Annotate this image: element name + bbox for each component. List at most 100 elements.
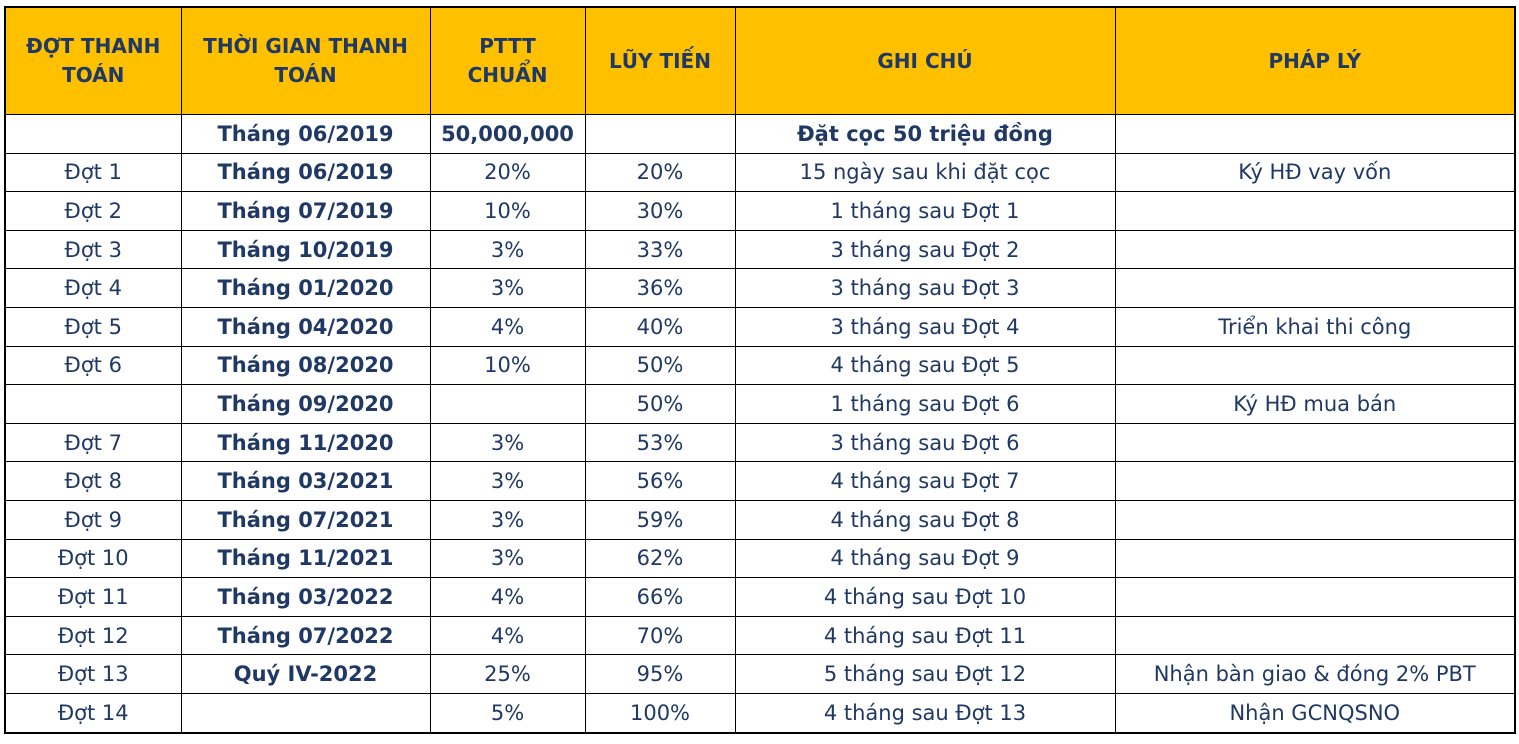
- table-cell: 40%: [584, 306, 736, 347]
- table-cell: Đặt cọc 50 triệu đồng: [734, 114, 1116, 154]
- table-cell: [4, 384, 182, 424]
- table-cell: Đợt 6: [4, 345, 182, 386]
- table-cell: Tháng 08/2020: [180, 345, 431, 386]
- table-cell: [1114, 191, 1516, 231]
- table-cell: 10%: [429, 191, 586, 231]
- table-cell: Tháng 07/2022: [180, 615, 431, 656]
- table-cell: 25%: [429, 654, 586, 694]
- table-row: Đợt 8 Tháng 03/2021 3% 56% 4 tháng sau Đợt 7: [4, 461, 1516, 501]
- table-cell: Tháng 04/2020: [180, 306, 431, 347]
- table-cell: [4, 114, 182, 154]
- table-cell: 3%: [429, 229, 586, 270]
- table-cell: Ký HĐ mua bán: [1114, 384, 1516, 424]
- table-cell: 59%: [584, 499, 736, 540]
- table-cell: 1 tháng sau Đợt 6: [734, 384, 1116, 424]
- table-cell: [1114, 577, 1516, 617]
- table-cell: 4 tháng sau Đợt 8: [734, 499, 1116, 540]
- table-cell: Tháng 06/2019: [180, 152, 431, 193]
- column-header: THỜI GIAN THANH TOÁN: [180, 6, 431, 115]
- table-cell: Đợt 12: [4, 615, 182, 656]
- table-cell: Tháng 01/2020: [180, 268, 431, 308]
- table-cell: 20%: [429, 152, 586, 193]
- table-cell: 3 tháng sau Đợt 3: [734, 268, 1116, 308]
- table-row: Tháng 06/2019 50,000,000 Đặt cọc 50 triệu …: [4, 114, 1516, 154]
- table-cell: 3 tháng sau Đợt 4: [734, 306, 1116, 347]
- table-cell: 33%: [584, 229, 736, 270]
- table-cell: 3 tháng sau Đợt 6: [734, 422, 1116, 463]
- table-cell: Tháng 11/2021: [180, 538, 431, 579]
- table-cell: 20%: [584, 152, 736, 193]
- table-cell: 30%: [584, 191, 736, 231]
- table-cell: [584, 114, 736, 154]
- table-cell: Đợt 13: [4, 654, 182, 694]
- table-cell: [1114, 422, 1516, 463]
- table-row: Đợt 2 Tháng 07/2019 10% 30% 1 tháng sau Đợt …: [4, 191, 1516, 231]
- table-body: Tháng 06/2019 50,000,000 Đặt cọc 50 triệu …: [4, 114, 1516, 734]
- table-cell: [1114, 345, 1516, 386]
- table-cell: [1114, 461, 1516, 501]
- table-cell: Nhận GCNQSNO: [1114, 692, 1516, 734]
- table-row: Đợt 10 Tháng 11/2021 3% 62% 4 tháng sau Đợt …: [4, 538, 1516, 579]
- table-cell: 1 tháng sau Đợt 1: [734, 191, 1116, 231]
- table-cell: 70%: [584, 615, 736, 656]
- table-cell: Nhận bàn giao & đóng 2% PBT: [1114, 654, 1516, 694]
- table-cell: 4 tháng sau Đợt 9: [734, 538, 1116, 579]
- table-cell: 50,000,000: [429, 114, 586, 154]
- table-cell: 100%: [584, 692, 736, 734]
- table-cell: Đợt 4: [4, 268, 182, 308]
- table-cell: Tháng 09/2020: [180, 384, 431, 424]
- column-header: LŨY TIẾN: [584, 6, 736, 115]
- table-cell: Đợt 14: [4, 692, 182, 734]
- header-row: ĐỢT THANH TOÁN THỜI GIAN THANH TOÁN PTTT C…: [4, 6, 1516, 115]
- table-cell: Tháng 03/2022: [180, 577, 431, 617]
- table-cell: 10%: [429, 345, 586, 386]
- table-row: Đợt 13 Quý IV-2022 25% 95% 5 tháng sau Đợt 1…: [4, 654, 1516, 694]
- table-cell: 4%: [429, 306, 586, 347]
- table-row: Đợt 7 Tháng 11/2020 3% 53% 3 tháng sau Đợt 6: [4, 422, 1516, 463]
- table-cell: 4 tháng sau Đợt 11: [734, 615, 1116, 656]
- table-cell: 4 tháng sau Đợt 13: [734, 692, 1116, 734]
- table-cell: 4%: [429, 615, 586, 656]
- table-cell: Đợt 9: [4, 499, 182, 540]
- table-row: Đợt 11 Tháng 03/2022 4% 66% 4 tháng sau Đợt …: [4, 577, 1516, 617]
- table-cell: 3%: [429, 499, 586, 540]
- table-cell: Đợt 10: [4, 538, 182, 579]
- table-cell: 3%: [429, 538, 586, 579]
- column-header: ĐỢT THANH TOÁN: [4, 6, 182, 115]
- table-row: Đợt 3 Tháng 10/2019 3% 33% 3 tháng sau Đợt 2: [4, 229, 1516, 270]
- column-header: GHI CHÚ: [734, 6, 1116, 115]
- table-row: Đợt 6 Tháng 08/2020 10% 50% 4 tháng sau Đợt …: [4, 345, 1516, 386]
- table-cell: 5 tháng sau Đợt 12: [734, 654, 1116, 694]
- table-cell: 62%: [584, 538, 736, 579]
- table-cell: [1114, 499, 1516, 540]
- table-cell: Đợt 1: [4, 152, 182, 193]
- table-row: Tháng 09/2020 50% 1 tháng sau Đợt 6 Ký HĐ m…: [4, 384, 1516, 424]
- table-row: Đợt 9 Tháng 07/2021 3% 59% 4 tháng sau Đợt 8: [4, 499, 1516, 540]
- table-cell: Đợt 11: [4, 577, 182, 617]
- table-cell: Ký HĐ vay vốn: [1114, 152, 1516, 193]
- table-cell: Quý IV-2022: [180, 654, 431, 694]
- table-cell: 50%: [584, 384, 736, 424]
- table-cell: Tháng 11/2020: [180, 422, 431, 463]
- table-row: Đợt 14 5% 100% 4 tháng sau Đợt 13 Nhận GCNQS…: [4, 692, 1516, 734]
- table-cell: 4 tháng sau Đợt 5: [734, 345, 1116, 386]
- table-cell: Tháng 10/2019: [180, 229, 431, 270]
- table-cell: 3%: [429, 422, 586, 463]
- table-cell: 15 ngày sau khi đặt cọc: [734, 152, 1116, 193]
- table-cell: Đợt 7: [4, 422, 182, 463]
- table-cell: Tháng 07/2021: [180, 499, 431, 540]
- table-cell: Đợt 2: [4, 191, 182, 231]
- table-cell: 56%: [584, 461, 736, 501]
- table-cell: 3%: [429, 461, 586, 501]
- table-row: Đợt 12 Tháng 07/2022 4% 70% 4 tháng sau Đợt …: [4, 615, 1516, 656]
- column-header: PTTT CHUẨN: [429, 6, 586, 115]
- table-cell: [1114, 114, 1516, 154]
- column-header: PHÁP LÝ: [1114, 6, 1516, 115]
- table-cell: [1114, 229, 1516, 270]
- table-cell: 50%: [584, 345, 736, 386]
- table-row: Đợt 4 Tháng 01/2020 3% 36% 3 tháng sau Đợt 3: [4, 268, 1516, 308]
- table-cell: Tháng 07/2019: [180, 191, 431, 231]
- table-cell: 66%: [584, 577, 736, 617]
- table-header: ĐỢT THANH TOÁN THỜI GIAN THANH TOÁN PTTT C…: [4, 6, 1516, 115]
